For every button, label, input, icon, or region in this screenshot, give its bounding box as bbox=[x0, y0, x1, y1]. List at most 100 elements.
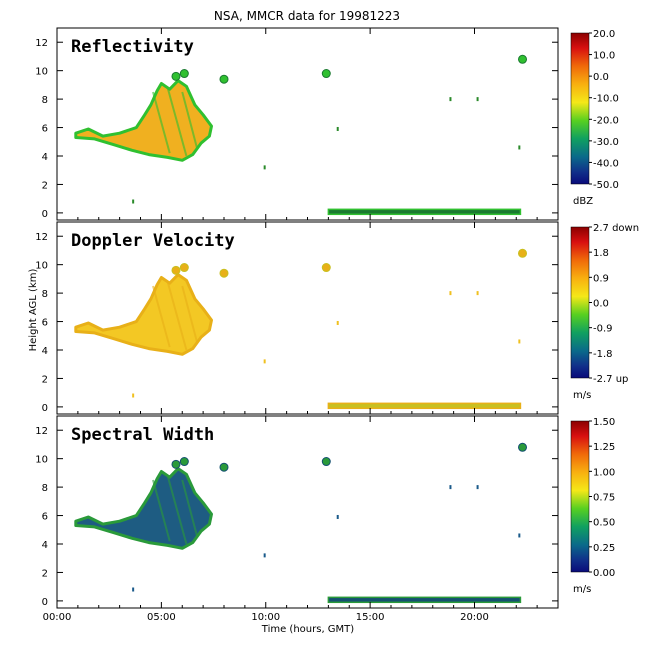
echo-dot bbox=[518, 145, 521, 150]
echo-speck bbox=[179, 263, 189, 273]
panel-2: Spectral Width 0 2 4 6 8 10 12 1.50 1.25 1.00 0.75 0… bbox=[35, 415, 615, 609]
echo-speck bbox=[518, 442, 528, 452]
echo-dot bbox=[263, 359, 266, 364]
y-tick-label: 4 bbox=[42, 540, 48, 551]
echo-streak bbox=[166, 281, 188, 351]
echo-speck bbox=[321, 263, 331, 273]
echo-speck bbox=[179, 457, 189, 467]
echo-speck bbox=[219, 268, 229, 278]
echo-speck bbox=[219, 462, 229, 472]
echo-streak bbox=[152, 285, 171, 348]
echo-speck bbox=[518, 248, 528, 258]
y-tick-label: 0 bbox=[42, 403, 48, 414]
x-tick-label: 20:00 bbox=[460, 612, 489, 623]
colorbar-tick-label: -30.0 bbox=[593, 137, 619, 148]
colorbar-tick-label: -50.0 bbox=[593, 180, 619, 191]
echo-speck bbox=[179, 69, 189, 79]
echo-dot bbox=[336, 126, 339, 131]
colorbar-tick-label: -2.7 up bbox=[593, 374, 628, 385]
ground-echo-band bbox=[327, 596, 522, 604]
echo-dot bbox=[476, 485, 479, 490]
y-tick-label: 10 bbox=[35, 67, 48, 78]
echo-speck bbox=[518, 54, 528, 64]
echo-dot bbox=[449, 291, 452, 296]
colorbar-tick-label: -20.0 bbox=[593, 115, 619, 126]
echo-dot bbox=[132, 393, 135, 398]
y-tick-label: 2 bbox=[42, 180, 48, 191]
colorbar bbox=[570, 226, 590, 379]
y-tick-label: 8 bbox=[42, 289, 48, 300]
colorbar-tick-label: -0.9 bbox=[593, 324, 613, 335]
colorbar-unit: m/s bbox=[573, 390, 591, 401]
echo-dot bbox=[336, 514, 339, 519]
colorbar bbox=[570, 420, 590, 573]
echo-streak bbox=[181, 285, 198, 342]
y-tick-label: 12 bbox=[35, 232, 48, 243]
y-axis-label: Height AGL (km) bbox=[28, 269, 39, 352]
echo-speck bbox=[171, 265, 181, 275]
colorbar-tick-label: 0.75 bbox=[593, 493, 615, 504]
colorbar-tick-label: 0.00 bbox=[593, 568, 615, 579]
x-tick-label: 15:00 bbox=[356, 612, 385, 623]
echo-dot bbox=[518, 533, 521, 538]
colorbar-tick-label: -10.0 bbox=[593, 94, 619, 105]
x-tick-label: 00:00 bbox=[43, 612, 72, 623]
panel-0: Reflectivity 0 2 4 6 8 10 12 20.0 10.0 0.0 -10.0 -20… bbox=[35, 27, 619, 221]
figure-title: NSA, MMCR data for 19981223 bbox=[214, 9, 400, 23]
echo-dot bbox=[132, 587, 135, 592]
panel-label-2: Spectral Width bbox=[71, 425, 214, 445]
y-tick-label: 10 bbox=[35, 455, 48, 466]
panel-label-1: Doppler Velocity bbox=[71, 231, 235, 251]
echo-dot bbox=[336, 320, 339, 325]
echo-dot bbox=[476, 291, 479, 296]
y-tick-label: 4 bbox=[42, 346, 48, 357]
echo-streak bbox=[166, 87, 188, 157]
echo-dot bbox=[449, 485, 452, 490]
echo-dot bbox=[263, 165, 266, 170]
echo-dot bbox=[476, 97, 479, 102]
y-tick-label: 12 bbox=[35, 426, 48, 437]
colorbar-tick-label: 0.9 bbox=[593, 273, 609, 284]
colorbar-tick-label: 1.00 bbox=[593, 467, 615, 478]
colorbar-tick-label: 2.7 down bbox=[593, 223, 639, 234]
colorbar-unit: dBZ bbox=[573, 196, 593, 207]
ground-echo-band bbox=[327, 208, 522, 216]
echo-streak bbox=[181, 91, 198, 148]
echo-dot bbox=[518, 339, 521, 344]
echo-cloud bbox=[74, 467, 213, 550]
x-tick-label: 10:00 bbox=[251, 612, 280, 623]
colorbar-tick-label: 0.25 bbox=[593, 543, 615, 554]
colorbar-tick-label: 0.50 bbox=[593, 518, 615, 529]
panel-label-0: Reflectivity bbox=[71, 37, 194, 57]
echo-speck bbox=[219, 74, 229, 84]
echo-speck bbox=[171, 459, 181, 469]
colorbar-tick-label: 0.0 bbox=[593, 299, 609, 310]
echo-dot bbox=[263, 553, 266, 558]
colorbar-tick-label: 20.0 bbox=[593, 29, 615, 40]
echo-dot bbox=[449, 97, 452, 102]
echo-speck bbox=[171, 71, 181, 81]
echo-streak bbox=[152, 91, 171, 154]
y-tick-label: 2 bbox=[42, 568, 48, 579]
echo-dot bbox=[132, 199, 135, 204]
colorbar-tick-label: 1.8 bbox=[593, 248, 609, 259]
ground-echo-band bbox=[327, 402, 522, 410]
panel-1: Doppler Velocity 0 2 4 6 8 10 12 2.7 down 1.8 0.9 0… bbox=[35, 221, 639, 415]
y-tick-label: 12 bbox=[35, 38, 48, 49]
y-tick-label: 6 bbox=[42, 512, 48, 523]
echo-speck bbox=[321, 457, 331, 467]
echo-streak bbox=[181, 479, 198, 536]
y-tick-label: 2 bbox=[42, 374, 48, 385]
colorbar-tick-label: -1.8 bbox=[593, 349, 613, 360]
echo-streak bbox=[166, 475, 188, 545]
colorbar-tick-label: -40.0 bbox=[593, 158, 619, 169]
colorbar-tick-label: 10.0 bbox=[593, 51, 615, 62]
colorbar-tick-label: 1.50 bbox=[593, 417, 615, 428]
colorbar bbox=[570, 32, 590, 185]
y-tick-label: 0 bbox=[42, 597, 48, 608]
colorbar-tick-label: 1.25 bbox=[593, 442, 615, 453]
echo-cloud bbox=[74, 79, 213, 162]
y-tick-label: 4 bbox=[42, 152, 48, 163]
echo-streak bbox=[152, 479, 171, 542]
